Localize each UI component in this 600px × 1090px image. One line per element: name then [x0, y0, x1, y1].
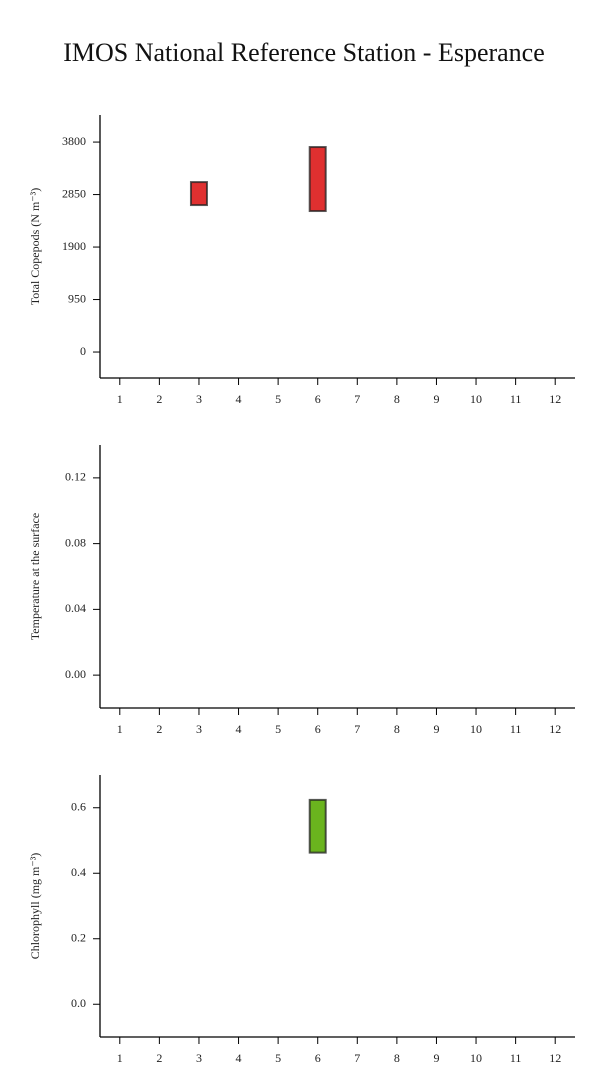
x-tick-label: 10	[470, 1051, 482, 1065]
box	[189, 181, 208, 207]
x-tick-label: 12	[549, 1051, 561, 1065]
x-axis-label: Monthly data distribution & variability	[235, 429, 438, 444]
x-tick-label: 7	[354, 1051, 360, 1065]
x-tick-label: 9	[433, 392, 439, 406]
x-tick-label: 6	[315, 722, 321, 736]
x-tick-label: 4	[236, 392, 242, 406]
y-tick-label: 950	[68, 291, 86, 305]
x-tick-label: 8	[394, 722, 400, 736]
x-tick-label: 2	[156, 1051, 162, 1065]
x-tick-label: 10	[470, 392, 482, 406]
x-tick-label: 5	[275, 392, 281, 406]
x-tick-label: 3	[196, 392, 202, 406]
x-tick-label: 6	[315, 1051, 321, 1065]
x-tick-label: 2	[156, 722, 162, 736]
x-tick-label: 5	[275, 1051, 281, 1065]
x-tick-label: 7	[354, 722, 360, 736]
x-tick-label: 8	[394, 1051, 400, 1065]
x-tick-label: 2	[156, 392, 162, 406]
x-tick-label: 9	[433, 722, 439, 736]
y-axis-label: Total Copepods (N m⁻³)	[28, 188, 42, 305]
box	[308, 146, 327, 213]
x-tick-label: 1	[117, 722, 123, 736]
x-tick-label: 6	[315, 392, 321, 406]
page-title: IMOS National Reference Station - Espera…	[63, 38, 545, 67]
y-axis-label: Chlorophyll (mg m⁻³)	[28, 853, 42, 960]
y-tick-label: 3800	[62, 134, 86, 148]
y-tick-label: 0.0	[71, 996, 86, 1010]
y-tick-label: 0.08	[65, 535, 86, 549]
box	[308, 798, 327, 854]
x-tick-label: 4	[236, 1051, 242, 1065]
x-axis-label: Monthly data distribution & variability	[235, 1088, 438, 1090]
x-tick-label: 3	[196, 1051, 202, 1065]
y-tick-label: 1900	[62, 239, 86, 253]
x-tick-label: 11	[510, 722, 522, 736]
y-tick-label: 0.4	[71, 865, 86, 879]
x-tick-label: 12	[549, 392, 561, 406]
x-tick-label: 10	[470, 722, 482, 736]
y-tick-label: 0.04	[65, 601, 86, 615]
y-tick-label: 2850	[62, 186, 86, 200]
x-tick-label: 1	[117, 1051, 123, 1065]
x-tick-label: 5	[275, 722, 281, 736]
y-tick-label: 0.00	[65, 667, 86, 681]
x-axis-label: Monthly data distribution & variability	[235, 759, 438, 774]
x-tick-label: 12	[549, 722, 561, 736]
y-tick-label: 0.12	[65, 470, 86, 484]
y-axis-label: Temperature at the surface	[28, 513, 42, 640]
x-tick-label: 7	[354, 392, 360, 406]
y-tick-label: 0.2	[71, 931, 86, 945]
y-tick-label: 0.6	[71, 800, 86, 814]
x-tick-label: 11	[510, 392, 522, 406]
x-tick-label: 4	[236, 722, 242, 736]
x-tick-label: 9	[433, 1051, 439, 1065]
x-tick-label: 1	[117, 392, 123, 406]
panel: 0.000.040.080.121 2 3 4 5 6 7 8 9 10 11 12Temperatu…	[28, 445, 575, 774]
x-tick-label: 8	[394, 392, 400, 406]
x-tick-label: 11	[510, 1051, 522, 1065]
y-tick-label: 0	[80, 344, 86, 358]
x-tick-label: 3	[196, 722, 202, 736]
